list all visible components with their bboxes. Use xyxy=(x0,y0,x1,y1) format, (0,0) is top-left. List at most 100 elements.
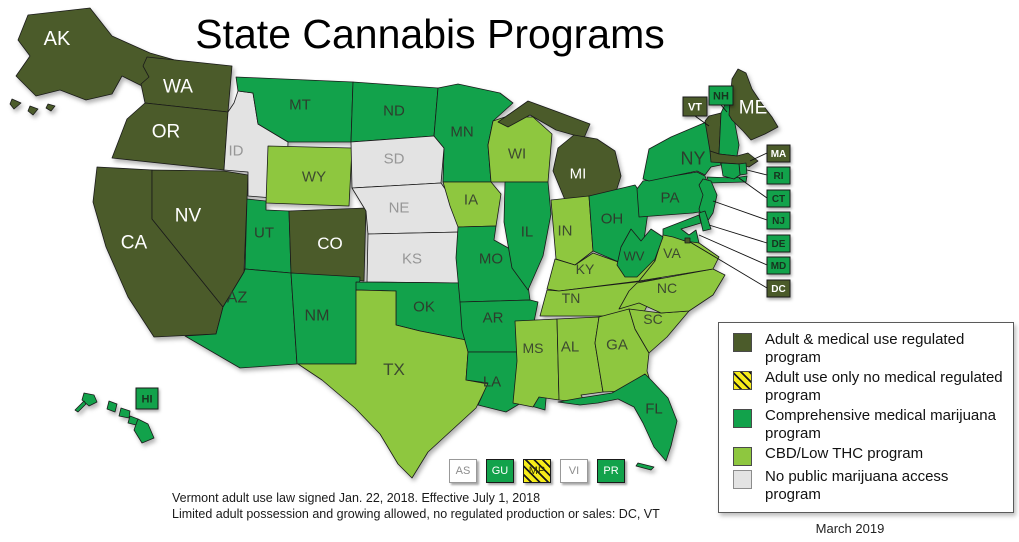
map-date: March 2019 xyxy=(815,521,885,536)
legend-label-cbd: CBD/Low THC program xyxy=(765,445,924,462)
callout-box-MD xyxy=(766,256,791,275)
state-FL xyxy=(635,462,655,471)
callout-label-RI: RI xyxy=(774,171,784,182)
state-label-OK: OK xyxy=(413,298,435,315)
leader-line-MD xyxy=(698,234,768,266)
legend-item-adult-medical: Adult & medical use regulated program xyxy=(733,331,1007,367)
state-label-PA: PA xyxy=(661,189,680,206)
state-label-TN: TN xyxy=(562,290,581,306)
legend-item-adult-only: Adult use only no medical regulated prog… xyxy=(733,369,1007,405)
state-WV xyxy=(616,228,664,278)
legend-item-comprehensive: Comprehensive medical marijuana program xyxy=(733,407,1007,443)
leader-line-DE xyxy=(708,224,768,244)
callout-label-DC: DC xyxy=(771,284,785,295)
callout-box-NJ xyxy=(766,211,791,230)
leader-line-VT xyxy=(694,115,710,127)
page-title: State Cannabis Programs xyxy=(195,11,665,57)
state-DE xyxy=(698,210,712,232)
state-AK xyxy=(45,103,56,112)
legend-swatch-no-access xyxy=(733,470,752,489)
state-label-KS: KS xyxy=(402,250,422,267)
leader-line-DC xyxy=(689,241,768,289)
state-label-WY: WY xyxy=(302,168,326,185)
state-label-WV: WV xyxy=(624,249,645,264)
legend-swatch-adult-medical xyxy=(733,333,752,352)
territory-box-GU: GU xyxy=(486,459,514,483)
state-NC xyxy=(618,268,726,314)
callout-label-NH: NH xyxy=(713,90,729,102)
callout-box-DC xyxy=(766,279,791,298)
state-label-AK: AK xyxy=(44,28,71,50)
state-label-ME: ME xyxy=(739,98,768,119)
state-label-NC: NC xyxy=(657,280,677,296)
state-label-GA: GA xyxy=(606,336,628,353)
territory-box-AS: AS xyxy=(449,459,477,483)
state-label-IN: IN xyxy=(558,222,573,239)
legend-swatch-adult-only xyxy=(733,371,752,390)
callout-label-MA: MA xyxy=(771,149,787,160)
territory-box-PR: PR xyxy=(597,459,625,483)
footnotes: Vermont adult use law signed Jan. 22, 20… xyxy=(172,491,660,522)
state-FL xyxy=(557,373,678,462)
callout-box-RI xyxy=(766,166,791,185)
state-HI xyxy=(74,400,87,413)
state-IN xyxy=(550,195,594,266)
legend-label-no-access: No public marijuana access program xyxy=(765,468,949,503)
state-IL xyxy=(503,181,552,291)
state-label-CO: CO xyxy=(317,234,343,253)
state-AK xyxy=(9,98,22,110)
state-label-MS: MS xyxy=(523,340,544,356)
state-label-MT: MT xyxy=(289,96,311,113)
state-label-NM: NM xyxy=(305,308,330,325)
callout-box-NH xyxy=(708,85,734,106)
state-label-SC: SC xyxy=(643,311,662,327)
state-label-AL: AL xyxy=(561,338,579,355)
state-WY xyxy=(265,145,353,207)
state-label-OH: OH xyxy=(601,210,624,227)
state-SD xyxy=(350,135,445,189)
state-label-KY: KY xyxy=(576,261,595,277)
state-label-UT: UT xyxy=(254,224,274,241)
legend-item-no-access: No public marijuana access program xyxy=(733,468,1007,504)
state-label-NV: NV xyxy=(175,206,202,227)
legend-label-adult-only: Adult use only no medical regulated prog… xyxy=(765,369,1003,404)
state-label-NE: NE xyxy=(389,199,410,216)
note-limited-possession: Limited adult possession and growing all… xyxy=(172,506,660,521)
state-CO xyxy=(288,207,367,282)
state-label-WA: WA xyxy=(163,77,193,98)
state-TX xyxy=(297,289,489,479)
legend: Adult & medical use regulated program Ad… xyxy=(718,322,1014,513)
legend-label-comprehensive: Comprehensive medical marijuana program xyxy=(765,407,996,442)
state-MI xyxy=(552,134,622,207)
state-label-MO: MO xyxy=(479,250,503,267)
territory-box-VI: VI xyxy=(560,459,588,483)
legend-item-cbd: CBD/Low THC program xyxy=(733,445,1007,466)
state-HI xyxy=(81,392,98,407)
state-label-VA: VA xyxy=(663,245,681,261)
state-MD xyxy=(662,214,702,244)
state-label-SD: SD xyxy=(384,150,405,167)
callout-label-CT: CT xyxy=(772,194,785,205)
legend-swatch-comprehensive xyxy=(733,409,752,428)
state-label-OR: OR xyxy=(152,122,181,143)
note-vermont: Vermont adult use law signed Jan. 22, 20… xyxy=(172,491,541,505)
leader-line-CT xyxy=(738,177,768,199)
state-AL xyxy=(556,316,604,404)
state-HI xyxy=(118,407,131,419)
legend-swatch-cbd xyxy=(733,447,752,466)
state-label-IA: IA xyxy=(464,191,478,208)
state-label-ND: ND xyxy=(383,102,405,119)
callout-box-HI xyxy=(135,387,159,410)
state-label-CA: CA xyxy=(121,233,148,254)
state-ME xyxy=(728,68,779,141)
state-DC xyxy=(684,237,691,244)
callout-label-MD: MD xyxy=(771,261,787,272)
leader-line-RI xyxy=(746,169,768,176)
state-WA xyxy=(140,56,233,113)
state-OR xyxy=(111,102,229,171)
leader-line-NH xyxy=(720,104,728,113)
state-MS xyxy=(512,318,560,408)
callout-label-HI: HI xyxy=(142,393,153,405)
